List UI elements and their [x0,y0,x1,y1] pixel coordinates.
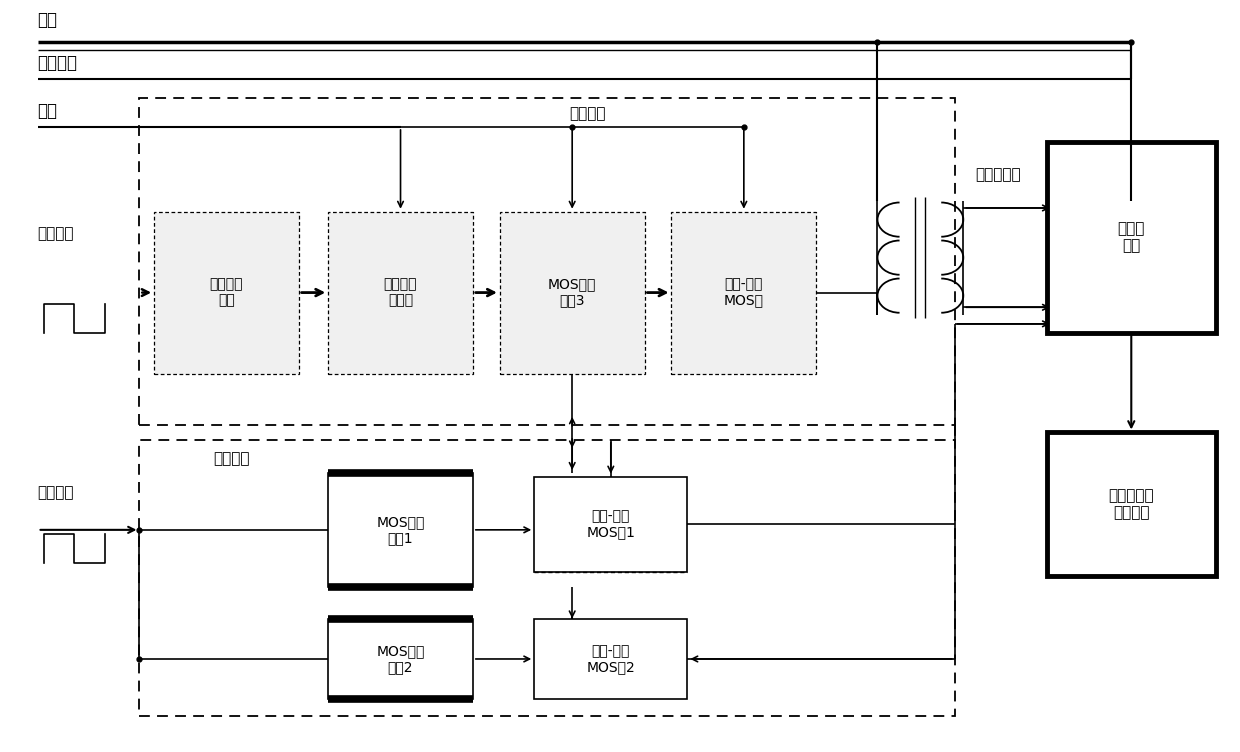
Text: 隔离电源: 隔离电源 [37,54,78,72]
Bar [329,618,472,699]
Bar [1047,141,1216,333]
Bar [139,98,955,425]
Bar [329,473,472,587]
Text: 真空管过流
检测电路: 真空管过流 检测电路 [1109,488,1154,520]
Text: 真空管
器件: 真空管 器件 [1117,221,1145,253]
Text: MOS驱动
电路3: MOS驱动 电路3 [548,277,596,308]
Bar [139,440,955,716]
Bar [500,211,645,374]
Text: 电源: 电源 [37,102,57,120]
Text: 开启触发: 开启触发 [37,486,74,500]
Text: 隔离驱动
电路: 隔离驱动 电路 [210,277,243,308]
Text: 高压: 高压 [37,11,57,29]
Text: 关闭触发: 关闭触发 [37,226,74,241]
Text: 关闭电路: 关闭电路 [569,107,606,121]
Text: 脉冲变压器: 脉冲变压器 [976,167,1022,182]
Bar [534,477,687,572]
Text: MOS驱动
电路2: MOS驱动 电路2 [376,644,425,674]
Text: 开启-高速
MOS管2: 开启-高速 MOS管2 [587,644,635,674]
Text: 开启-高速
MOS管1: 开启-高速 MOS管1 [587,509,635,539]
Text: 开启电路: 开启电路 [213,450,249,465]
Bar [534,618,687,699]
Bar [1047,432,1216,576]
Text: 关断-高速
MOS管: 关断-高速 MOS管 [724,277,764,308]
Text: 脉冲隔离
变压器: 脉冲隔离 变压器 [383,277,418,308]
Bar [154,211,299,374]
Bar [329,211,472,374]
Bar [672,211,816,374]
Text: MOS驱动
电路1: MOS驱动 电路1 [376,515,425,545]
